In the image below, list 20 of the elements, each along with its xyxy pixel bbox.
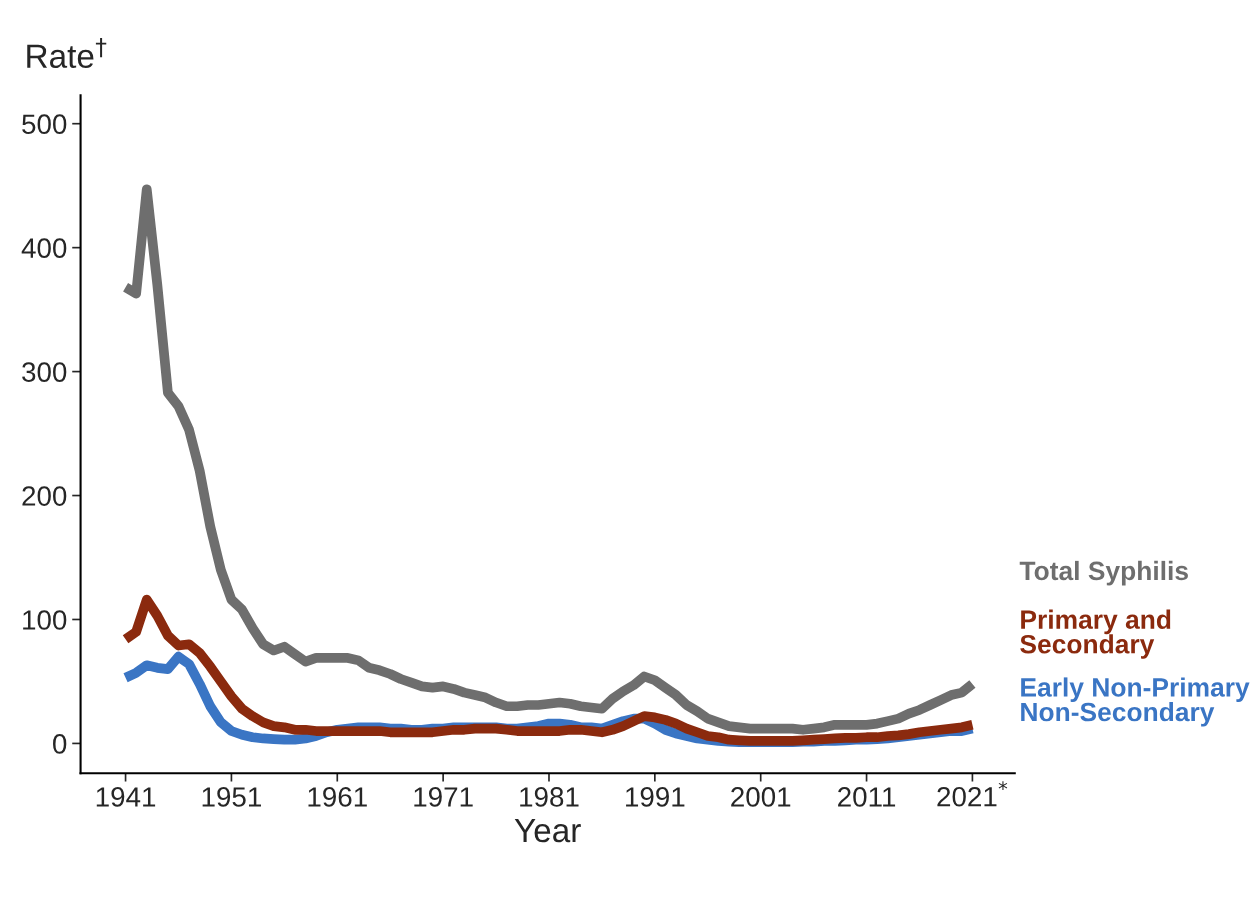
y-tick-label: 400 — [21, 238, 67, 258]
y-axis-title: Rate$^{†}$ — [27, 37, 107, 69]
x-tick-label: 1971 — [414, 787, 473, 807]
x-tick-label: 2001 — [731, 787, 791, 807]
x-tick-label: 1951 — [202, 787, 261, 807]
y-tick-label: 500 — [22, 114, 67, 135]
y-tick-label: 300 — [22, 362, 67, 382]
text: Primary and Secondary — [1020, 609, 1171, 659]
x-axis-title: Year — [514, 819, 581, 843]
series-label: Early Non-Primary Non-Secondary — [1021, 677, 1250, 727]
x-tick-label: 2011 — [838, 787, 896, 807]
x-tick-label: 1941 — [96, 787, 156, 807]
x-tick-label: 1981 — [520, 787, 579, 807]
y-tick-label: 100 — [23, 610, 67, 630]
x-tick-label: 2021$^{*}$ — [937, 781, 1008, 807]
x-tick-label: 1961 — [308, 787, 367, 807]
y-tick-label: 0 — [53, 734, 67, 754]
text: Total Syphilis — [1019, 560, 1188, 586]
x-tick-label: 1991 — [626, 787, 685, 807]
y-tick-label: 200 — [22, 486, 67, 506]
